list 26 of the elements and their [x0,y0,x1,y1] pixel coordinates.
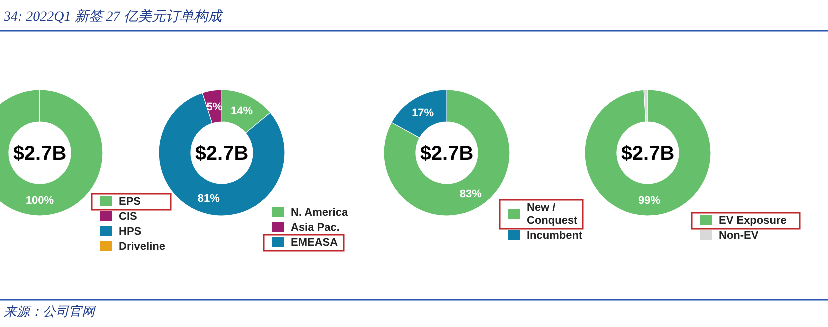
data-label: 81% [198,193,220,206]
legend-label: Non-EV [719,230,760,242]
legend-label: EV Exposure [719,215,787,227]
legend-label: Asia Pac. [291,222,340,234]
source-note: 来源：公司官网 [4,304,97,319]
donut-slice [584,90,712,216]
donut-slice [158,92,286,216]
legend-label: Incumbent [527,230,583,242]
data-label: 14% [230,105,254,118]
donut-slice [384,90,510,216]
text: $2.7B [621,143,675,165]
legend-label: EPS [119,196,142,208]
legend-label: N. America [291,207,349,219]
legend-label: CIS [119,211,138,223]
legend-label: EMEASA [291,237,338,249]
data-label: 83% [460,188,482,200]
text: $2.7B [195,143,249,165]
legend-label: HPS [119,226,142,238]
data-label: 99% [638,194,661,207]
text: $2.7B [13,143,67,165]
legend-label: Driveline [119,241,166,253]
chart-title: 34: 2022Q1 新签 27 亿美元订单构成 [3,9,224,25]
legend-label: New / Conquest [527,202,578,227]
data-label: 100% [26,195,54,207]
data-label: 17% [412,108,434,120]
text: $2.7B [420,143,474,165]
